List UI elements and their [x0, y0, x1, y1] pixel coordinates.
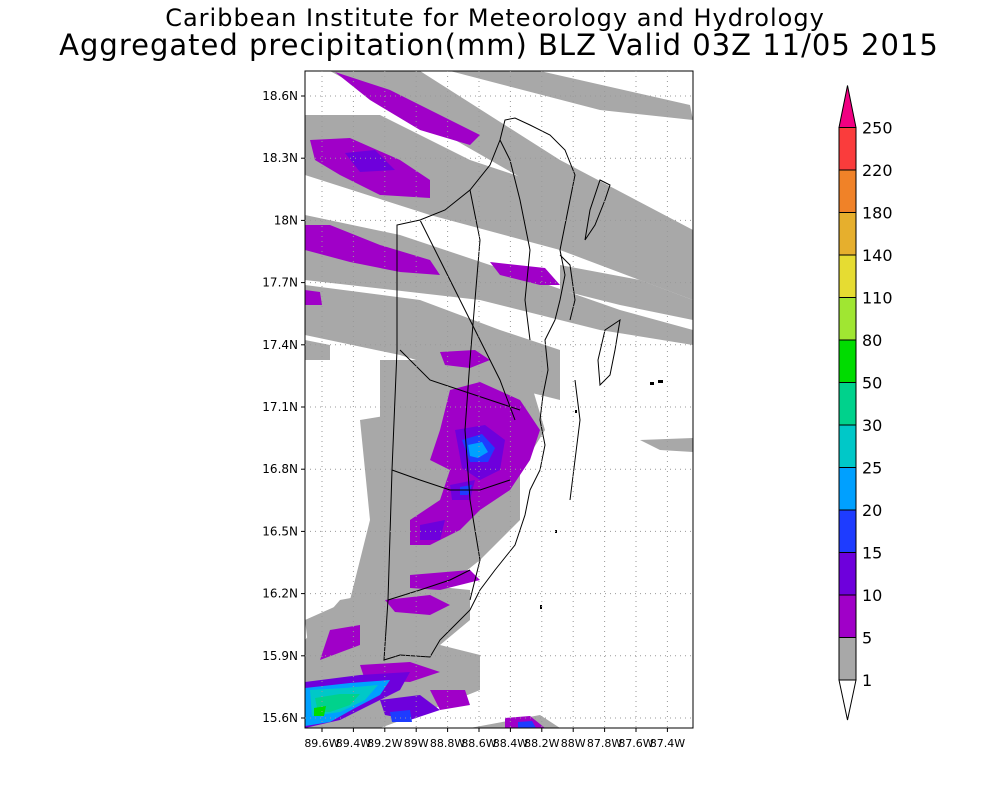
colorbar-segment [838, 127, 857, 171]
lon-tick-label: 87.6W [618, 737, 653, 750]
colorbar-label: 140 [862, 246, 893, 265]
institute-title: Caribbean Institute for Meteorology and … [165, 4, 825, 32]
colorbar-label: 1 [862, 671, 872, 690]
lat-tick-label: 17.1N [262, 400, 298, 414]
latitude-axis: 18.6N 18.3N 18N 17.7N 17.4N 17.1N 16.8N 16.5N 16… [262, 89, 305, 725]
colorbar-label: 220 [862, 161, 893, 180]
colorbar-segment [838, 552, 857, 596]
lon-tick-label: 88.4W [493, 737, 528, 750]
colorbar-label: 50 [862, 374, 882, 393]
colorbar-segment [838, 679, 857, 721]
precipitation-field [305, 71, 693, 728]
lon-tick-label: 88.8W [430, 737, 465, 750]
lat-tick-label: 17.7N [262, 276, 298, 290]
map-frame [304, 70, 694, 729]
lon-tick-label: 87.4W [650, 737, 685, 750]
colorbar-segment [838, 382, 857, 426]
colorbar-label: 20 [862, 501, 882, 520]
colorbar-segment [838, 467, 857, 511]
lat-tick-label: 15.9N [262, 649, 298, 663]
lon-tick-label: 88W [561, 737, 586, 750]
lon-tick-label: 88.2W [524, 737, 559, 750]
colorbar-label: 15 [862, 544, 882, 563]
colorbar-label: 25 [862, 459, 882, 478]
colorbar-segment [838, 212, 857, 256]
colorbar-segment [838, 85, 857, 128]
colorbar-label: 180 [862, 204, 893, 223]
lon-tick-label: 87.8W [587, 737, 622, 750]
colorbar-label: 10 [862, 586, 882, 605]
lon-tick-label: 89.4W [336, 737, 371, 750]
lat-tick-label: 18N [274, 213, 298, 227]
colorbar-label: 110 [862, 289, 893, 308]
colorbar-segment [838, 339, 857, 383]
colorbar-segment [838, 637, 857, 681]
lon-tick-label: 89.2W [367, 737, 402, 750]
colorbar-label: 30 [862, 416, 882, 435]
colorbar-segment [838, 254, 857, 298]
colorbar-segment [838, 424, 857, 468]
lat-tick-label: 18.3N [262, 151, 298, 165]
lat-tick-label: 16.8N [262, 462, 298, 476]
colorbar-label: 250 [862, 119, 893, 138]
colorbar-segment [838, 509, 857, 553]
colorbar-label: 5 [862, 629, 872, 648]
lon-tick-label: 89W [404, 737, 429, 750]
lat-tick-label: 16.2N [262, 587, 298, 601]
lon-tick-label: 88.6W [461, 737, 496, 750]
colorbar-label: 80 [862, 331, 882, 350]
product-title: Aggregated precipitation(mm) BLZ Valid 0… [59, 28, 939, 62]
lon-tick-label: 89.6W [304, 737, 339, 750]
lat-tick-label: 17.4N [262, 338, 298, 352]
colorbar-segment [838, 169, 857, 213]
lat-tick-label: 18.6N [262, 89, 298, 103]
colorbar-segment [838, 594, 857, 638]
colorbar-segment [838, 297, 857, 341]
lat-tick-label: 15.6N [262, 711, 298, 725]
lat-tick-label: 16.5N [262, 524, 298, 538]
